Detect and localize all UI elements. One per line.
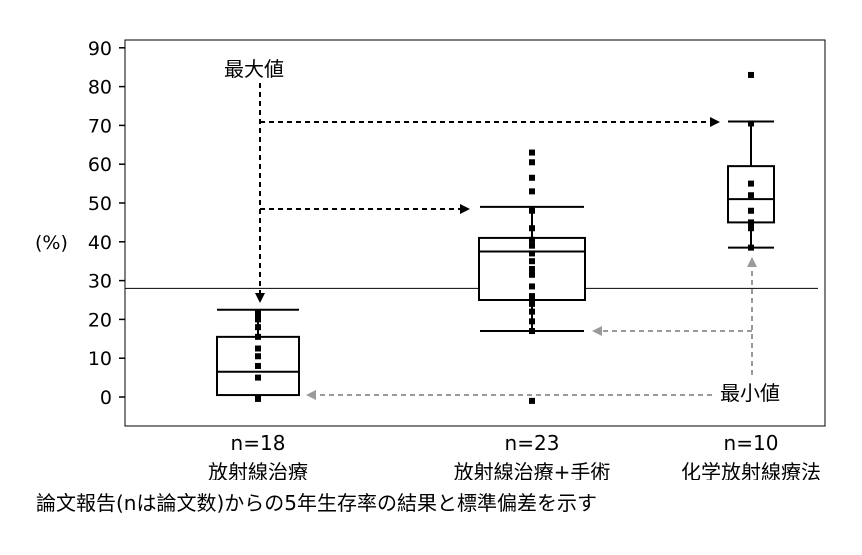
data-point	[529, 225, 535, 232]
data-point	[529, 207, 535, 214]
data-point	[255, 324, 261, 331]
max-label: 最大値	[224, 57, 284, 81]
data-point	[529, 236, 535, 243]
data-point	[529, 318, 535, 325]
data-point	[255, 362, 261, 369]
category-name-label: 化学放射線療法	[681, 460, 821, 480]
data-point	[748, 207, 754, 214]
plot-frame	[124, 39, 826, 427]
y-tick-label: 30	[88, 271, 112, 293]
data-point	[529, 149, 535, 156]
data-point	[529, 300, 535, 307]
data-point	[529, 159, 535, 166]
data-point	[529, 174, 535, 181]
data-point	[255, 316, 261, 323]
data-point	[255, 333, 261, 340]
data-point	[255, 345, 261, 352]
data-point	[748, 192, 754, 199]
data-point	[529, 328, 535, 335]
category-name-label: 放射線治療+手術	[454, 460, 611, 480]
data-point	[529, 258, 535, 265]
data-point	[255, 353, 261, 360]
y-tick-label: 70	[88, 115, 112, 137]
y-tick-label: 40	[88, 232, 112, 254]
y-axis: 0 10 20 30 40 50 60 70 80 90	[88, 38, 125, 409]
data-point	[255, 310, 261, 317]
data-point	[529, 265, 535, 272]
y-tick-label: 50	[88, 193, 112, 215]
category-n-label: n=18	[231, 431, 286, 455]
data-point	[529, 293, 535, 300]
y-tick-label: 20	[88, 309, 112, 331]
data-point	[748, 180, 754, 187]
data-point	[255, 374, 261, 381]
data-point	[748, 225, 754, 232]
data-point	[529, 283, 535, 290]
category-n-label: n=23	[505, 431, 560, 455]
data-point	[529, 271, 535, 278]
category-name-label: 放射線治療	[208, 460, 308, 480]
data-point	[529, 242, 535, 249]
category-labels: n=18 放射線治療 n=23 放射線治療+手術 n=10 化学放射線療法	[208, 431, 821, 480]
data-point	[529, 188, 535, 195]
y-tick-label: 90	[88, 38, 112, 60]
y-tick-label: 10	[88, 348, 112, 370]
min-label: 最小値	[720, 381, 780, 405]
box-1	[216, 308, 300, 402]
data-point	[748, 219, 754, 226]
caption: 論文報告(nは論文数)からの5年生存率の結果と標準偏差を示す	[36, 491, 598, 515]
box-2	[478, 149, 586, 404]
data-point	[529, 397, 535, 404]
y-tick-label: 80	[88, 77, 112, 99]
category-n-label: n=10	[724, 431, 779, 455]
annotation-arrows: 最大値 最小値	[224, 57, 780, 405]
box-3	[727, 71, 775, 251]
data-point	[529, 250, 535, 257]
data-point	[748, 244, 754, 251]
box-plot-chart: 0 10 20 30 40 50 60 70 80 90 (%) 最大値 最小値 n=18 放射線治…	[35, 38, 826, 480]
boxes-group	[216, 71, 775, 404]
data-point	[529, 308, 535, 315]
y-tick-label: 60	[88, 154, 112, 176]
data-point	[255, 395, 261, 402]
y-tick-label: 0	[100, 387, 112, 409]
data-point	[748, 71, 754, 78]
y-axis-label: (%)	[35, 232, 68, 254]
data-point	[748, 120, 754, 127]
